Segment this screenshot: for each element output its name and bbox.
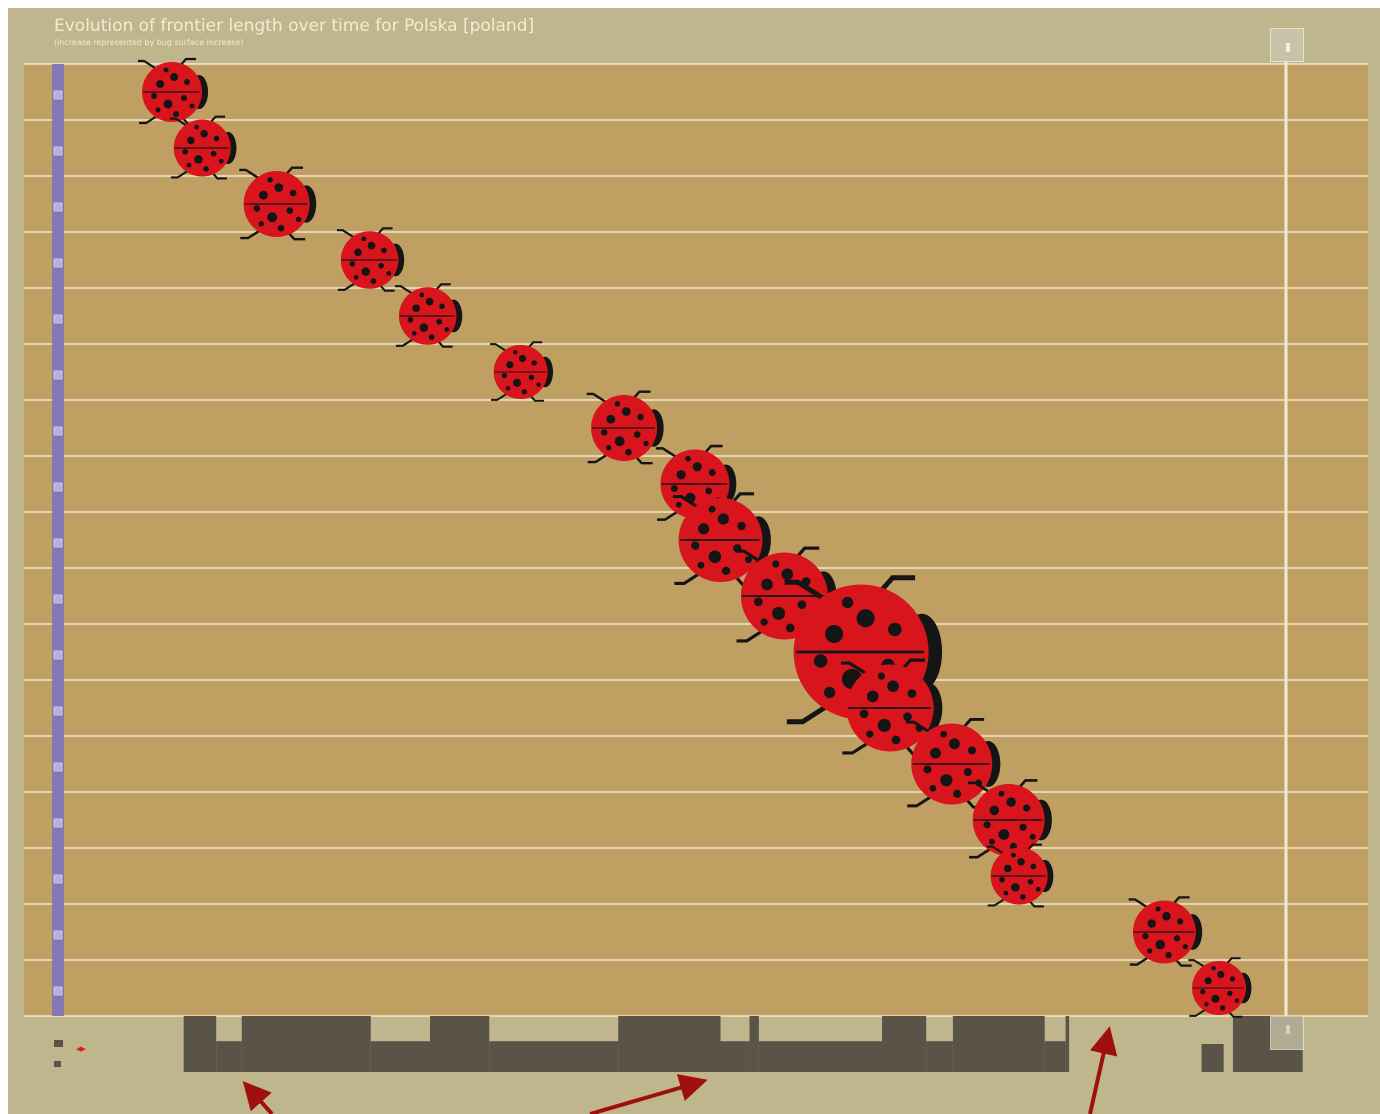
- annotation-arrow: [589, 1074, 708, 1114]
- histogram-bar: [1044, 1041, 1066, 1072]
- ladybug-icon: [986, 843, 1054, 908]
- row-marker: [53, 370, 63, 380]
- row-marker: [53, 426, 63, 436]
- row-marker: [53, 874, 63, 884]
- ladybug-icon: [672, 492, 771, 587]
- row-marker: [53, 202, 63, 212]
- ladybug-icon: [169, 115, 237, 180]
- ladybug-icon: [586, 390, 664, 465]
- histogram-bar: [926, 1041, 953, 1072]
- annotation-arrow: [242, 1081, 274, 1114]
- scroll-top-icon[interactable]: [1270, 28, 1304, 62]
- histogram-bar: [216, 1041, 242, 1072]
- ladybug-icon: [490, 341, 554, 402]
- row-marker: [53, 314, 63, 324]
- zoom-control-icon[interactable]: [54, 1040, 63, 1047]
- row-marker: [53, 762, 63, 772]
- chart-title: Evolution of frontier length over time f…: [54, 16, 535, 36]
- histogram-bar: [489, 1041, 619, 1072]
- row-marker: [53, 706, 63, 716]
- row-marker: [53, 258, 63, 268]
- chart-subtitle: (increase represented by bug surface inc…: [54, 38, 244, 47]
- row-marker: [53, 594, 63, 604]
- row-marker: [53, 482, 63, 492]
- ladybug-icon: [395, 283, 463, 348]
- histogram-bar: [618, 1016, 721, 1072]
- ladybug-icon: [1188, 957, 1252, 1018]
- reset-control-icon[interactable]: [54, 1061, 61, 1067]
- left-right-arrows-icon[interactable]: ◂▸: [76, 1042, 86, 1055]
- row-marker: [53, 986, 63, 996]
- annotation-arrow: [1088, 1026, 1118, 1114]
- ladybug-icon: [840, 658, 943, 756]
- histogram-bar: [183, 1016, 217, 1072]
- ladybug-icon: [967, 779, 1052, 860]
- scroll-bottom-icon[interactable]: [1270, 1016, 1304, 1050]
- ladybug-icon: [138, 57, 209, 126]
- histogram-bar: [1065, 1016, 1070, 1072]
- ladybug-icon: [336, 227, 405, 292]
- histogram-bar: [370, 1041, 431, 1072]
- ladybug-icon: [1128, 896, 1203, 967]
- row-marker: [53, 930, 63, 940]
- row-marker: [53, 538, 63, 548]
- histogram-bar: [952, 1016, 1045, 1072]
- row-marker: [53, 146, 63, 156]
- histogram-bar: [720, 1041, 750, 1072]
- histogram-bar: [1201, 1044, 1224, 1072]
- row-marker: [53, 650, 63, 660]
- row-marker: [53, 818, 63, 828]
- histogram-bar: [241, 1016, 371, 1072]
- histogram-bar: [882, 1016, 927, 1072]
- histogram-bar: [749, 1016, 759, 1072]
- histogram-bar: [758, 1041, 883, 1072]
- row-marker: [53, 90, 63, 100]
- ladybug-icon: [239, 166, 317, 241]
- histogram-bar: [430, 1016, 490, 1072]
